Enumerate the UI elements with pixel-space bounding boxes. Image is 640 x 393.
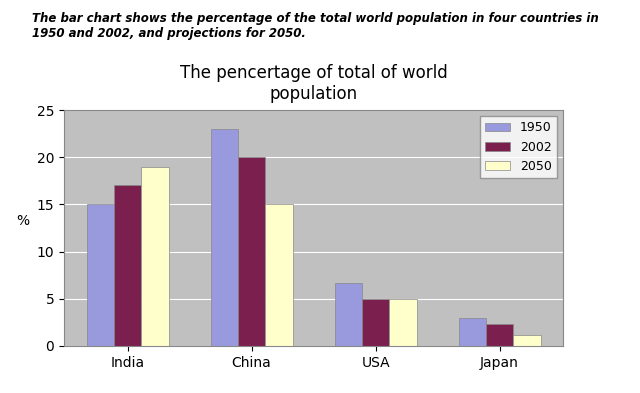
Bar: [141, 167, 168, 346]
Title: The pencertage of total of world
population: The pencertage of total of world populat…: [180, 64, 447, 103]
Bar: [238, 157, 265, 346]
Bar: [211, 129, 238, 346]
Legend: 1950, 2002, 2050: 1950, 2002, 2050: [480, 116, 557, 178]
Bar: [114, 185, 141, 346]
Bar: [265, 204, 292, 346]
Text: The bar chart shows the percentage of the total world population in four countri: The bar chart shows the percentage of th…: [32, 12, 599, 40]
Y-axis label: %: %: [16, 214, 29, 228]
Bar: [335, 283, 362, 346]
Bar: [362, 299, 389, 346]
Bar: [513, 334, 541, 346]
Bar: [86, 204, 114, 346]
Bar: [486, 324, 513, 346]
Bar: [389, 299, 417, 346]
Bar: [459, 318, 486, 346]
